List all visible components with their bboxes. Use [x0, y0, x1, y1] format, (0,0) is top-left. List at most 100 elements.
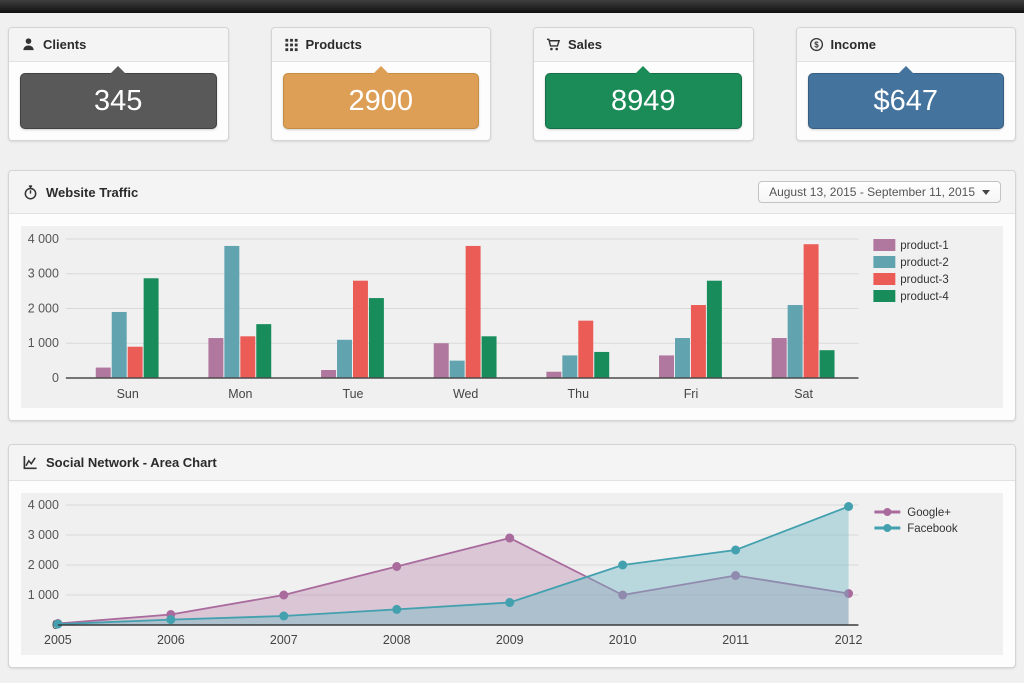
sales-value-button[interactable]: 8949 [545, 66, 742, 129]
point-Google+-2011 [731, 571, 741, 580]
series-Facebook [53, 502, 854, 629]
point-Facebook-2012 [844, 502, 854, 511]
bar-chart-area: 0 1 000 2 000 3 000 4 000 Sun Mon Tue Wed Thu Fri S… [21, 226, 1003, 408]
stats-row: Clients 345 Products [8, 27, 1016, 141]
bar-product-2-Tue [337, 339, 352, 378]
legend-item-product-2: product-2 [873, 256, 949, 269]
y-tick-label: 2 000 [28, 301, 59, 315]
topbar [0, 0, 1024, 13]
legend-item-product-3: product-3 [873, 273, 949, 286]
stat-card-body: 8949 [534, 62, 753, 140]
caret-down-icon [982, 189, 990, 195]
point-Google+-2009 [505, 533, 515, 543]
legend-item-Facebook: Facebook [874, 523, 958, 535]
bar-product-1-Sat [771, 338, 787, 378]
bar-product-1-Sun [95, 367, 111, 378]
bar-product-1-Thu [546, 371, 562, 378]
x-tick-label: Sun [117, 387, 139, 401]
panel-header: Website Traffic August 13, 2015 - Septem… [9, 171, 1015, 214]
svg-text:Google+: Google+ [907, 507, 951, 519]
stat-card-body: $647 [797, 62, 1016, 140]
grid-icon [284, 37, 299, 52]
legend-item-Google+: Google+ [874, 507, 951, 519]
date-range-dropdown[interactable]: August 13, 2015 - September 11, 2015 [758, 181, 1001, 203]
x-tick-label: 2006 [157, 633, 185, 647]
stat-card-label: Sales [568, 37, 602, 52]
x-tick-label: Sat [794, 387, 813, 401]
point-Google+-2008 [392, 562, 402, 571]
stat-card-label: Products [305, 37, 362, 52]
stopwatch-icon [23, 184, 38, 200]
point-Facebook-2008 [392, 604, 402, 614]
series-Google+ [53, 533, 854, 628]
bar-product-1-Fri [659, 355, 675, 378]
y-tick-label: 4 000 [28, 498, 59, 512]
bar-product-3-Wed [465, 245, 481, 378]
user-icon [21, 37, 36, 52]
bar-product-2-Thu [562, 355, 578, 378]
clients-value-button[interactable]: 345 [20, 66, 217, 129]
panel-title: Social Network - Area Chart [23, 455, 217, 470]
stat-card-income: $ Income $647 [795, 27, 1016, 141]
svg-text:$: $ [814, 40, 819, 49]
point-Google+-2012 [844, 589, 854, 598]
products-value-button[interactable]: 2900 [282, 66, 479, 129]
stat-card-label: Income [830, 37, 877, 52]
bar-product-3-Thu [578, 320, 594, 378]
bar-product-3-Tue [352, 280, 368, 378]
stat-card-header: Sales [534, 28, 753, 62]
legend-item-product-4: product-4 [873, 290, 949, 303]
point-Google+-2007 [279, 590, 289, 600]
svg-text:product-4: product-4 [900, 291, 949, 303]
svg-text:product-2: product-2 [900, 257, 948, 269]
stat-card-clients: Clients 345 [8, 27, 229, 141]
point-Google+-2010 [618, 590, 628, 600]
stat-card-products: Products 2900 [270, 27, 491, 141]
x-tick-label: Mon [228, 387, 252, 401]
stat-card-body: 2900 [272, 62, 491, 140]
x-tick-label: 2009 [496, 633, 524, 647]
svg-text:product-1: product-1 [900, 240, 948, 252]
stat-card-header: Clients [9, 28, 228, 62]
date-range-label: August 13, 2015 - September 11, 2015 [769, 185, 975, 199]
bar-product-2-Sat [787, 305, 803, 378]
y-tick-label: 4 000 [28, 232, 59, 246]
x-tick-label: 2010 [609, 633, 637, 647]
line-chart-icon [23, 455, 38, 470]
point-Facebook-2011 [731, 545, 741, 555]
bar-product-2-Fri [675, 338, 690, 378]
bar-product-2-Sun [111, 311, 127, 378]
point-Facebook-2009 [505, 598, 515, 607]
svg-text:Facebook: Facebook [907, 523, 958, 535]
x-tick-label: Thu [568, 387, 590, 401]
dollar-icon: $ [809, 37, 824, 52]
stat-card-header: Products [271, 28, 490, 62]
bar-product-4-Sat [819, 350, 835, 378]
website-traffic-bar-chart: 0 1 000 2 000 3 000 4 000 Sun Mon Tue Wed Thu Fri S… [28, 232, 950, 401]
y-tick-label: 3 000 [28, 267, 59, 281]
bar-product-2-Mon [224, 245, 240, 378]
x-tick-label: Fri [684, 387, 699, 401]
x-tick-label: 2012 [835, 633, 863, 647]
y-tick-label: 1 000 [28, 336, 59, 350]
bar-product-4-Fri [706, 280, 722, 378]
point-Facebook-2005 [53, 619, 63, 629]
stat-card-header: $ Income [796, 28, 1015, 62]
x-tick-label: Wed [453, 387, 478, 401]
cart-icon [546, 37, 561, 52]
bar-product-3-Fri [690, 305, 706, 378]
y-tick-label: 0 [52, 371, 59, 385]
y-tick-label: 3 000 [28, 528, 59, 542]
bar-product-4-Mon [256, 324, 272, 378]
bar-product-2-Wed [449, 360, 465, 378]
income-value-button[interactable]: $647 [807, 66, 1004, 129]
x-tick-label: Tue [342, 387, 363, 401]
stat-card-label: Clients [43, 37, 87, 52]
bar-product-4-Wed [481, 336, 497, 378]
x-tick-label: 2005 [44, 633, 72, 647]
x-tick-label: 2008 [383, 633, 411, 647]
